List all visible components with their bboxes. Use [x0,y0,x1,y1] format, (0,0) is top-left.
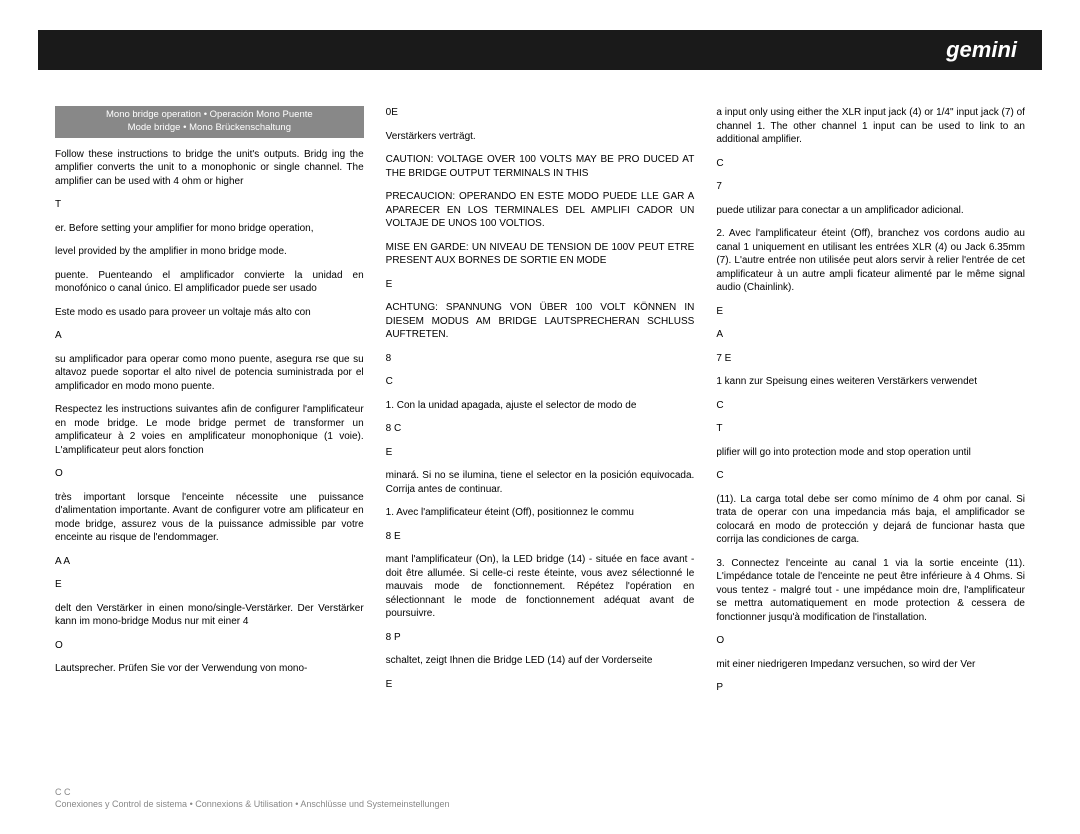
paragraph: Verstärkers verträgt. [386,130,695,144]
paragraph: (11). La carga total debe ser como mínim… [716,493,1025,547]
footer: C C Conexiones y Control de sistema • Co… [55,787,450,809]
paragraph: 1 kann zur Speisung eines weiteren Verst… [716,375,1025,389]
paragraph: E [716,305,1025,319]
paragraph: 8 C [386,422,695,436]
paragraph: 8 E [386,530,695,544]
section-title: Mono bridge operation • Operación Mono P… [55,106,364,138]
paragraph: su amplificador para operar como mono pu… [55,353,364,394]
paragraph: C [386,375,695,389]
paragraph: 2. Avec l'amplificateur éteint (Off), br… [716,227,1025,295]
content-body: Mono bridge operation • Operación Mono P… [55,106,1025,774]
paragraph: er. Before setting your amplifier for mo… [55,222,364,236]
section-title-line2: Mode bridge • Mono Brückenschaltung [61,122,358,135]
paragraph: mit einer niedrigeren Impedanz versuchen… [716,658,1025,672]
paragraph: level provided by the amplifier in mono … [55,245,364,259]
paragraph: 3. Connectez l'enceinte au canal 1 via l… [716,557,1025,625]
paragraph: E [386,446,695,460]
paragraph: E [55,578,364,592]
paragraph: O [55,467,364,481]
header-bar: gemini [38,30,1042,70]
footer-text: Conexiones y Control de sistema • Connex… [55,799,450,809]
paragraph: 1. Con la unidad apagada, ajuste el sele… [386,399,695,413]
paragraph: Follow these instructions to bridge the … [55,148,364,189]
paragraph: 8 P [386,631,695,645]
paragraph: 0E [386,106,695,120]
paragraph: schaltet, zeigt Ihnen die Bridge LED (14… [386,654,695,668]
paragraph: A [55,329,364,343]
paragraph: puente. Puenteando el amplificador convi… [55,269,364,296]
paragraph: plifier will go into protection mode and… [716,446,1025,460]
paragraph: O [55,639,364,653]
paragraph: très important lorsque l'enceinte nécess… [55,491,364,545]
paragraph: A A [55,555,364,569]
paragraph: 7 E [716,352,1025,366]
paragraph: Respectez les instructions suivantes afi… [55,403,364,457]
paragraph: CAUTION: VOLTAGE OVER 100 VOLTS MAY BE P… [386,153,695,180]
paragraph: delt den Verstärker in einen mono/single… [55,602,364,629]
paragraph: T [716,422,1025,436]
brand-logo: gemini [946,37,1022,63]
paragraph: ACHTUNG: SPANNUNG VON ÜBER 100 VOLT KÖNN… [386,301,695,342]
paragraph: mant l'amplificateur (On), la LED bridge… [386,553,695,621]
paragraph: Lautsprecher. Prüfen Sie vor der Verwend… [55,662,364,676]
paragraph: E [386,278,695,292]
paragraph: PRECAUCION: OPERANDO EN ESTE MODO PUEDE … [386,190,695,231]
paragraph: 8 [386,352,695,366]
paragraph: P [716,681,1025,695]
paragraph: C [716,157,1025,171]
paragraph: MISE EN GARDE: UN NIVEAU DE TENSION DE 1… [386,241,695,268]
paragraph: E [386,678,695,692]
footer-top: C C [55,787,450,797]
paragraph: A [716,328,1025,342]
paragraph: 7 [716,180,1025,194]
paragraph: Este modo es usado para proveer un volta… [55,306,364,320]
section-title-line1: Mono bridge operation • Operación Mono P… [61,109,358,122]
paragraph: O [716,634,1025,648]
paragraph: T [55,198,364,212]
paragraph: puede utilizar para conectar a un amplif… [716,204,1025,218]
paragraph: C [716,469,1025,483]
paragraph: C [716,399,1025,413]
paragraph: 1. Avec l'amplificateur éteint (Off), po… [386,506,695,520]
paragraph: minará. Si no se ilumina, tiene el selec… [386,469,695,496]
paragraph: a input only using either the XLR input … [716,106,1025,147]
